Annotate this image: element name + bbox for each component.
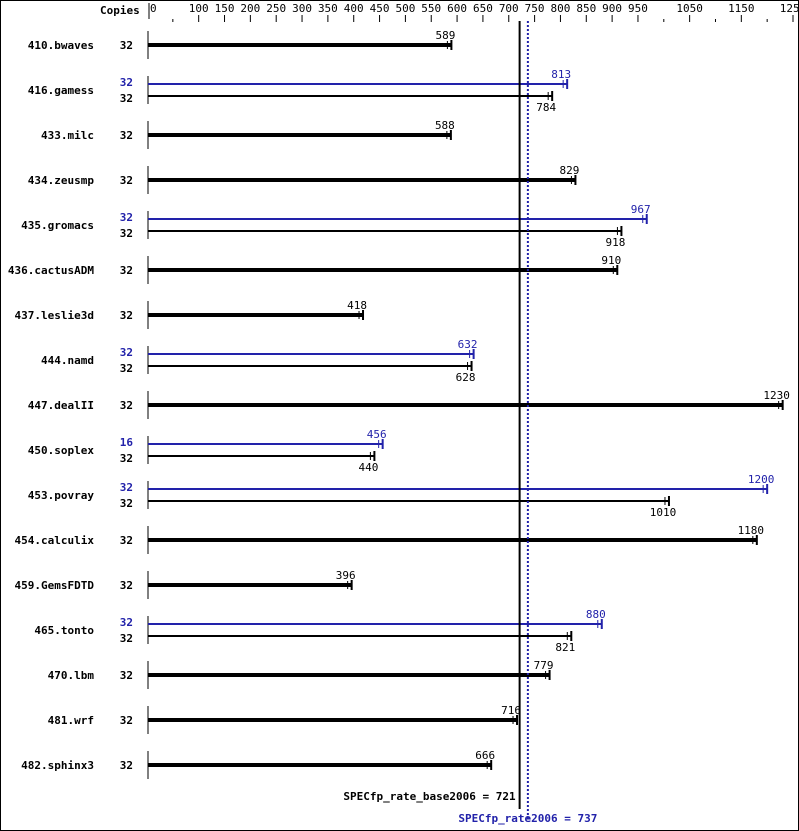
base-copies: 32 bbox=[120, 579, 133, 592]
x-tick-label: 200 bbox=[240, 2, 260, 15]
base-copies: 32 bbox=[120, 129, 133, 142]
peak-bar-value: 967 bbox=[631, 203, 651, 216]
x-tick-label: 1050 bbox=[676, 2, 703, 15]
base-bar-value: 588 bbox=[435, 119, 455, 132]
benchmark-label: 433.milc bbox=[41, 129, 94, 142]
base-bar-value: 716 bbox=[501, 704, 521, 717]
x-tick-label: 600 bbox=[447, 2, 467, 15]
benchmark-label: 447.dealII bbox=[28, 399, 94, 412]
peak-copies: 32 bbox=[120, 481, 133, 494]
base-copies: 32 bbox=[120, 759, 133, 772]
base-copies: 32 bbox=[120, 452, 133, 465]
x-tick-label: 550 bbox=[421, 2, 441, 15]
peak-bar-value: 632 bbox=[458, 338, 478, 351]
x-tick-label: 800 bbox=[551, 2, 571, 15]
peak-bar-value: 880 bbox=[586, 608, 606, 621]
benchmark-label: 453.povray bbox=[28, 489, 95, 502]
base-metric-label: SPECfp_rate_base2006 = 721 bbox=[343, 790, 516, 803]
x-tick-label: 900 bbox=[602, 2, 622, 15]
x-tick-label: 500 bbox=[395, 2, 415, 15]
x-tick-label: 150 bbox=[215, 2, 235, 15]
benchmark-label: 436.cactusADM bbox=[8, 264, 94, 277]
x-tick-label: 100 bbox=[189, 2, 209, 15]
peak-copies: 32 bbox=[120, 346, 133, 359]
x-tick-label: 450 bbox=[370, 2, 390, 15]
peak-copies: 16 bbox=[120, 436, 134, 449]
benchmark-label: 416.gamess bbox=[28, 84, 94, 97]
x-tick-label: 0 bbox=[150, 2, 157, 15]
base-copies: 32 bbox=[120, 309, 133, 322]
benchmark-label: 437.leslie3d bbox=[15, 309, 94, 322]
base-copies: 32 bbox=[120, 669, 133, 682]
benchmark-label: 482.sphinx3 bbox=[21, 759, 94, 772]
benchmark-label: 434.zeusmp bbox=[28, 174, 95, 187]
base-bar-value: 821 bbox=[555, 641, 575, 654]
base-copies: 32 bbox=[120, 264, 133, 277]
base-bar-value: 440 bbox=[358, 461, 378, 474]
benchmark-label: 450.soplex bbox=[28, 444, 95, 457]
benchmark-label: 481.wrf bbox=[48, 714, 94, 727]
base-copies: 32 bbox=[120, 362, 133, 375]
x-tick-label: 1250 bbox=[780, 2, 798, 15]
x-tick-label: 850 bbox=[576, 2, 596, 15]
benchmark-label: 465.tonto bbox=[34, 624, 94, 637]
x-tick-label: 250 bbox=[266, 2, 286, 15]
x-tick-label: 1150 bbox=[728, 2, 755, 15]
peak-copies: 32 bbox=[120, 616, 133, 629]
base-bar-value: 1230 bbox=[763, 389, 790, 402]
base-bar-value: 829 bbox=[559, 164, 579, 177]
base-bar-value: 628 bbox=[456, 371, 476, 384]
base-bar-value: 418 bbox=[347, 299, 367, 312]
benchmark-label: 444.namd bbox=[41, 354, 94, 367]
base-copies: 32 bbox=[120, 39, 133, 52]
base-copies: 32 bbox=[120, 399, 133, 412]
base-copies: 32 bbox=[120, 174, 133, 187]
x-tick-label: 750 bbox=[525, 2, 545, 15]
base-bar-value: 396 bbox=[336, 569, 356, 582]
x-tick-label: 400 bbox=[344, 2, 364, 15]
x-tick-label: 350 bbox=[318, 2, 338, 15]
benchmark-label: 435.gromacs bbox=[21, 219, 94, 232]
peak-metric-label: SPECfp_rate2006 = 737 bbox=[458, 812, 597, 825]
base-bar-value: 589 bbox=[435, 29, 455, 42]
base-bar-value: 784 bbox=[536, 101, 556, 114]
copies-header: Copies bbox=[100, 4, 140, 17]
base-bar-value: 918 bbox=[605, 236, 625, 249]
base-copies: 32 bbox=[120, 632, 133, 645]
x-tick-label: 700 bbox=[499, 2, 519, 15]
x-tick-label: 950 bbox=[628, 2, 648, 15]
peak-bar-value: 1200 bbox=[748, 473, 775, 486]
base-copies: 32 bbox=[120, 227, 133, 240]
base-copies: 32 bbox=[120, 534, 133, 547]
benchmark-label: 470.lbm bbox=[48, 669, 95, 682]
x-tick-label: 650 bbox=[473, 2, 493, 15]
base-copies: 32 bbox=[120, 714, 133, 727]
base-bar-value: 1010 bbox=[650, 506, 677, 519]
base-bar-value: 666 bbox=[475, 749, 495, 762]
base-bar-value: 779 bbox=[534, 659, 554, 672]
base-bar-value: 1180 bbox=[738, 524, 765, 537]
benchmark-label: 454.calculix bbox=[15, 534, 95, 547]
base-bar-value: 910 bbox=[601, 254, 621, 267]
peak-copies: 32 bbox=[120, 76, 133, 89]
benchmark-label: 459.GemsFDTD bbox=[15, 579, 95, 592]
x-tick-label: 300 bbox=[292, 2, 312, 15]
base-copies: 32 bbox=[120, 92, 133, 105]
peak-bar-value: 813 bbox=[551, 68, 571, 81]
peak-copies: 32 bbox=[120, 211, 133, 224]
peak-bar-value: 456 bbox=[367, 428, 387, 441]
base-copies: 32 bbox=[120, 497, 133, 510]
benchmark-label: 410.bwaves bbox=[28, 39, 94, 52]
